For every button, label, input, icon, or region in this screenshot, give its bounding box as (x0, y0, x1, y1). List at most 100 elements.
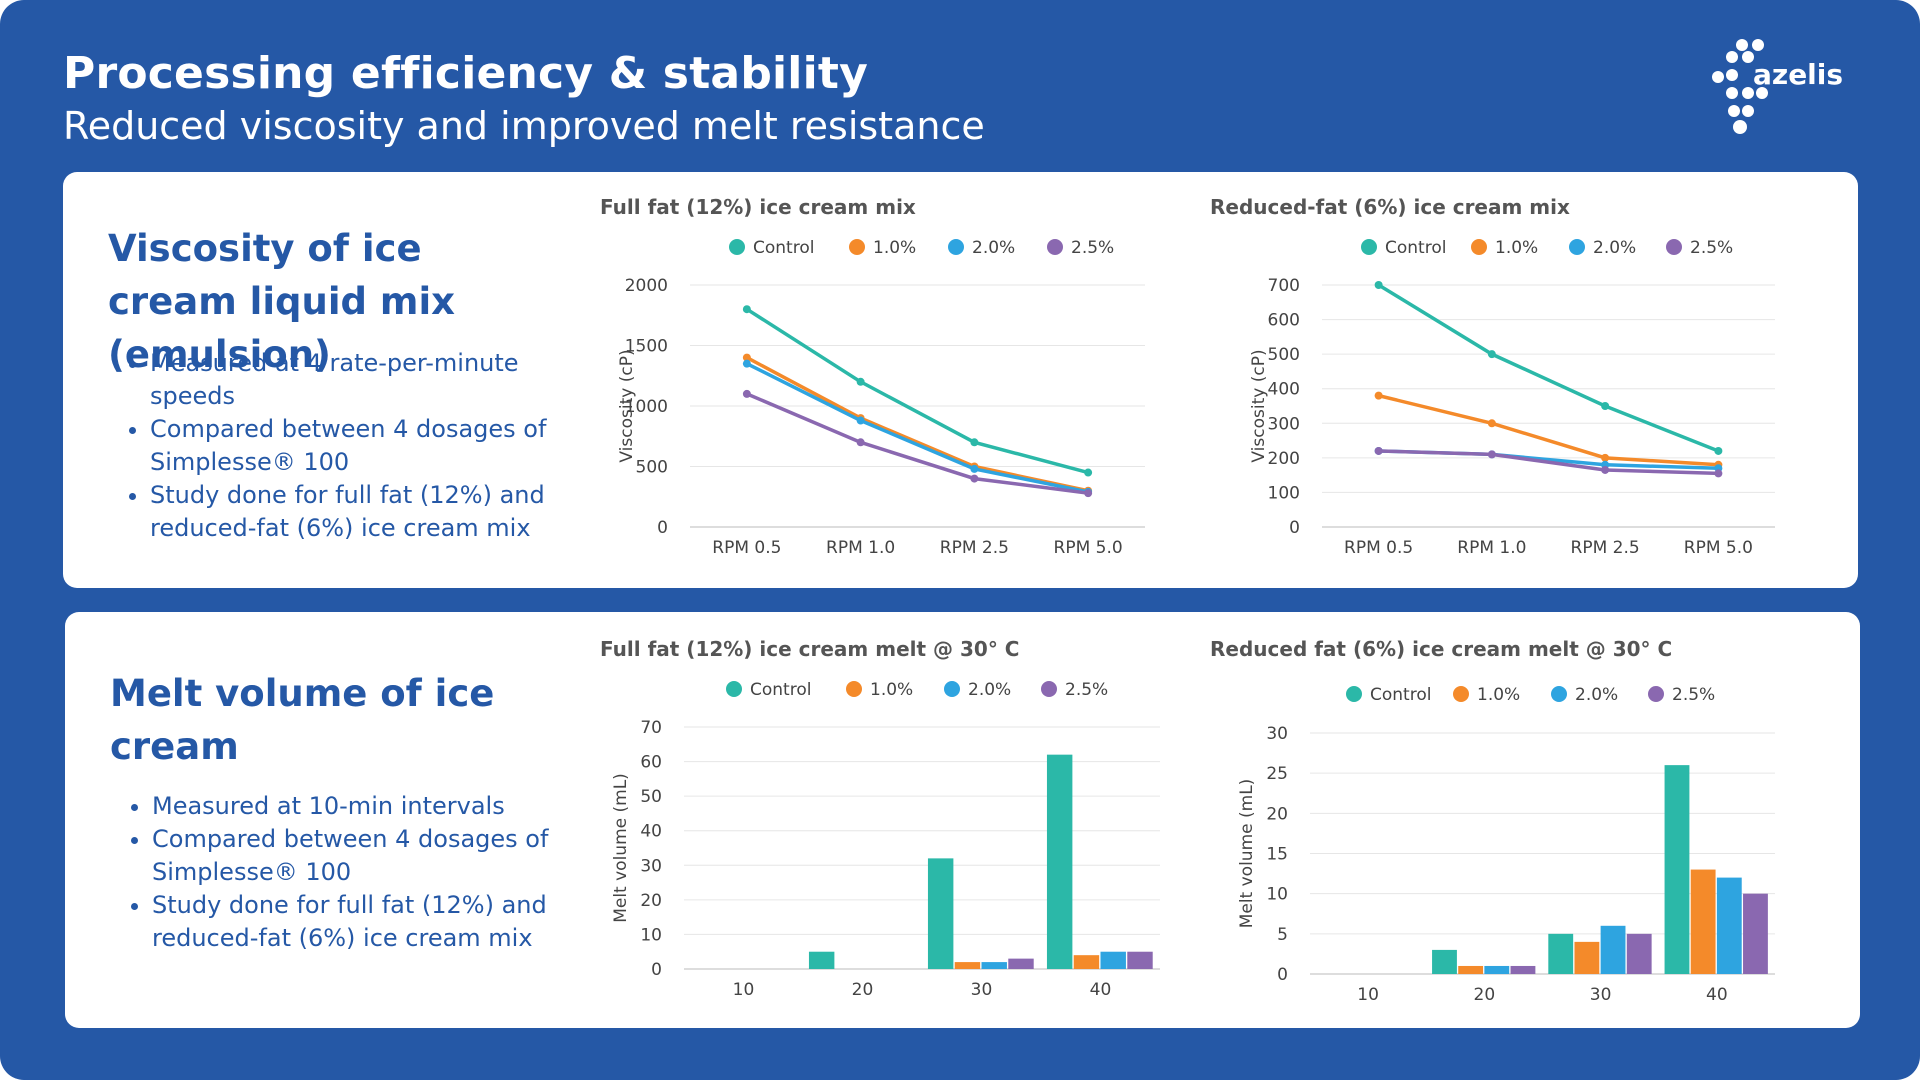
legend-marker (1569, 239, 1585, 255)
reducedfat-viscosity-chart: Reduced-fat (6%) ice cream mix Control 1.0… (1210, 195, 1775, 558)
legend-label: 2.0% (1593, 238, 1636, 258)
x-tick-label: RPM 5.0 (1054, 538, 1123, 558)
x-tick-label: RPM 2.5 (1571, 538, 1640, 558)
data-point (1487, 419, 1496, 428)
page-subtitle: Reduced viscosity and improved melt resi… (63, 104, 985, 148)
data-point (1601, 465, 1610, 474)
data-point (970, 474, 979, 483)
y-tick-label: 30 (1266, 724, 1288, 744)
y-tick-label: 0 (657, 518, 668, 538)
x-tick-label: 30 (1590, 985, 1612, 1005)
y-tick-label: 1000 (625, 397, 668, 417)
y-axis-label: Melt volume (mL) (1237, 779, 1257, 929)
legend-label: 2.5% (1690, 238, 1733, 258)
y-tick-label: 700 (1268, 276, 1300, 296)
data-point (1714, 469, 1723, 478)
y-tick-label: 10 (640, 925, 662, 945)
bar (1664, 765, 1690, 974)
legend-label: 1.0% (873, 238, 916, 258)
y-tick-label: 15 (1266, 845, 1288, 865)
y-tick-label: 50 (640, 787, 662, 807)
legend-marker (1471, 239, 1487, 255)
y-tick-label: 300 (1268, 414, 1300, 434)
x-tick-label: 40 (1706, 985, 1728, 1005)
y-tick-label: 40 (640, 822, 662, 842)
bar (1458, 965, 1484, 974)
y-tick-label: 200 (1268, 449, 1300, 469)
melt-bullet: Study done for full fat (12%) and reduce… (152, 889, 572, 955)
data-point (1084, 468, 1093, 477)
y-tick-label: 0 (1289, 518, 1300, 538)
bar (1008, 958, 1034, 969)
legend-marker (846, 681, 862, 697)
azelis-logo: azelis (1712, 39, 1843, 134)
y-tick-label: 60 (640, 753, 662, 773)
melt-bullets: Measured at 10-min intervals Compared be… (110, 790, 572, 955)
legend-label: 1.0% (1477, 685, 1520, 705)
series-line (746, 356, 1089, 493)
legend-marker (1361, 239, 1377, 255)
viscosity-bullet: Compared between 4 dosages of Simplesse®… (150, 413, 570, 479)
page-title: Processing efficiency & stability (63, 48, 868, 99)
legend-label: Control (750, 680, 811, 700)
bar (1510, 965, 1536, 974)
data-point (1487, 450, 1496, 459)
bar (981, 962, 1007, 969)
data-point (742, 353, 751, 362)
data-point (1084, 489, 1093, 498)
y-tick-label: 25 (1266, 764, 1288, 784)
bar (1548, 933, 1574, 974)
bar (1716, 877, 1742, 974)
bar (1046, 754, 1073, 969)
legend-label: 1.0% (870, 680, 913, 700)
chart-title: Reduced-fat (6%) ice cream mix (1210, 195, 1570, 219)
data-point (970, 464, 979, 473)
x-tick-label: 40 (1090, 980, 1112, 1000)
y-tick-label: 70 (640, 718, 662, 738)
y-tick-label: 0 (1277, 965, 1288, 985)
bar (808, 951, 835, 969)
bar (954, 962, 981, 969)
data-point (1487, 350, 1496, 359)
x-tick-label: 10 (1357, 985, 1379, 1005)
bar (1073, 955, 1100, 969)
bar (1690, 869, 1716, 974)
legend-marker (948, 239, 964, 255)
y-tick-label: 20 (1266, 804, 1288, 824)
bar (927, 858, 954, 969)
viscosity-bullet: Study done for full fat (12%) and reduce… (150, 479, 570, 545)
legend-label: 2.5% (1071, 238, 1114, 258)
melt-heading: Melt volume of ice cream (110, 672, 495, 768)
bar (1432, 949, 1457, 974)
series-line (746, 392, 1089, 495)
legend-label: 2.0% (1575, 685, 1618, 705)
viscosity-bullets: Measured at 4 rate-per-minute speeds Com… (108, 347, 570, 545)
legend-marker (1453, 686, 1469, 702)
legend-marker (1666, 239, 1682, 255)
data-point (742, 359, 751, 368)
legend-marker (849, 239, 865, 255)
data-point (1601, 453, 1610, 462)
legend-label: Control (1370, 685, 1431, 705)
y-tick-label: 10 (1266, 885, 1288, 905)
series-line (1378, 393, 1719, 467)
data-point (856, 416, 865, 425)
chart-title: Full fat (12%) ice cream melt @ 30° C (600, 637, 1019, 661)
data-point (742, 305, 751, 314)
data-point (1714, 446, 1723, 455)
legend-label: 2.5% (1672, 685, 1715, 705)
y-axis-label: Viscosity (cP) (617, 349, 637, 462)
data-point (1374, 391, 1383, 400)
x-tick-label: 20 (1474, 985, 1496, 1005)
legend-label: 2.5% (1065, 680, 1108, 700)
legend-label: Control (753, 238, 814, 258)
series-line (1378, 449, 1719, 476)
y-tick-label: 2000 (625, 276, 668, 296)
series-line (745, 307, 1089, 475)
legend-label: 1.0% (1495, 238, 1538, 258)
bar (1127, 951, 1153, 969)
legend-marker (1047, 239, 1063, 255)
bar (1600, 925, 1626, 974)
x-tick-label: RPM 1.0 (1457, 538, 1526, 558)
melt-bullet: Measured at 10-min intervals (152, 790, 572, 823)
